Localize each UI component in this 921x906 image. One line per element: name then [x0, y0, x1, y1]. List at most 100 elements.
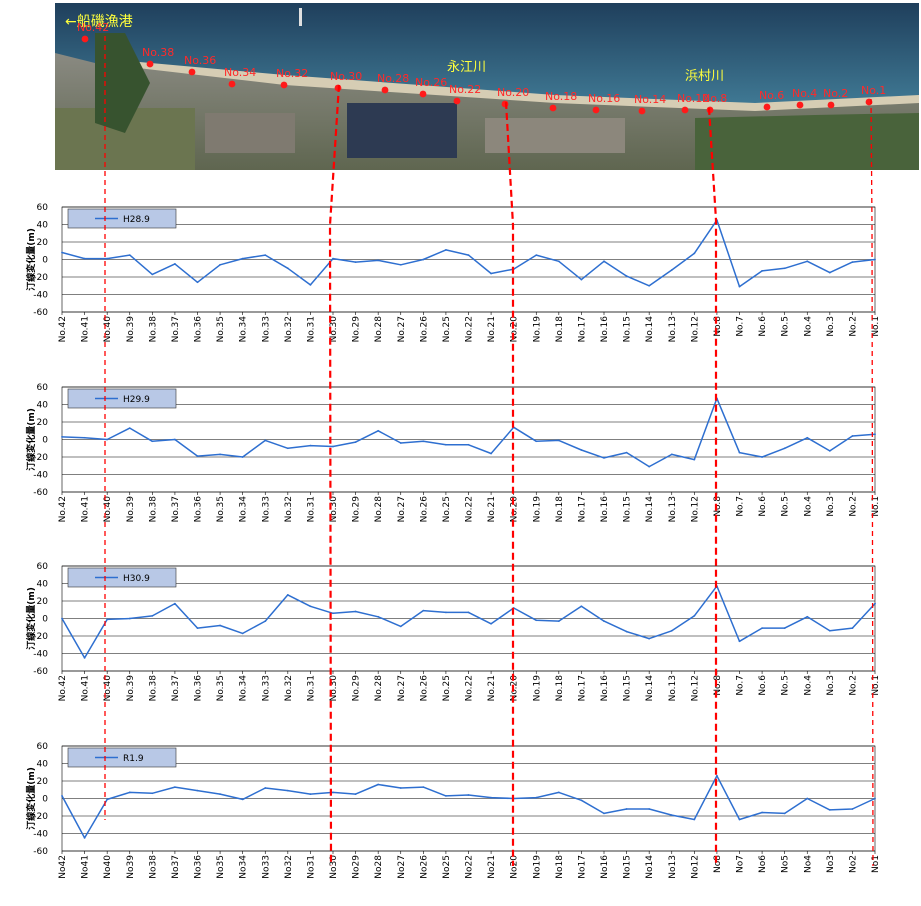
survey-point-label: No.8	[702, 92, 727, 105]
data-point	[377, 783, 380, 786]
y-tick-label: -20	[33, 273, 48, 283]
data-point	[286, 447, 289, 450]
data-point	[151, 273, 154, 276]
data-point	[445, 611, 447, 614]
data-point	[332, 445, 334, 448]
x-tick-label: No.30	[329, 316, 339, 343]
x-tick-label: No.2	[848, 496, 858, 517]
survey-point-marker	[638, 107, 646, 115]
data-point	[196, 455, 199, 458]
survey-point-label: No.38	[142, 46, 174, 59]
breakwater	[299, 8, 302, 26]
data-point	[467, 254, 470, 257]
data-point	[61, 435, 63, 438]
x-tick-label: No.29	[352, 496, 362, 523]
data-point	[580, 449, 583, 451]
y-tick-label: -60	[33, 488, 48, 498]
x-tick-label: No.17	[577, 496, 587, 522]
y-tick-label: 40	[37, 580, 49, 590]
data-point	[377, 615, 380, 618]
x-tick-label: No21	[487, 855, 497, 879]
x-tick-label: No30	[329, 855, 339, 879]
data-point	[670, 629, 673, 632]
x-tick-label: No.33	[261, 675, 271, 701]
chart-1: 60 40 20 0 -20 -40 -60 汀線変化量(m) No.42 No.41 No.40 N…	[25, 203, 881, 342]
x-tick-label: No.34	[239, 675, 249, 702]
x-tick-label: No33	[261, 855, 271, 879]
survey-point-marker	[827, 101, 835, 109]
x-tick-label: No22	[465, 855, 475, 879]
x-tick-label: No.30	[329, 496, 339, 523]
y-tick-label: 0	[42, 436, 48, 446]
y-tick-label: -20	[33, 632, 48, 642]
data-point	[557, 620, 560, 623]
data-point	[603, 456, 605, 459]
x-tick-label: No.37	[171, 675, 181, 701]
survey-point-marker	[188, 68, 196, 76]
x-tick-label: No.17	[577, 316, 587, 342]
data-point	[286, 267, 289, 270]
data-point	[557, 260, 560, 263]
survey-point-label: No.16	[588, 92, 620, 105]
x-tick-label: No.28	[374, 675, 384, 702]
data-point	[264, 620, 267, 623]
data-point	[670, 269, 673, 271]
x-tick-label: No.4	[803, 496, 813, 517]
survey-point-marker	[453, 97, 461, 105]
x-tick-label: No17	[577, 855, 587, 879]
data-point	[354, 793, 357, 796]
data-point	[716, 774, 718, 777]
x-tick-label: No.6	[758, 316, 768, 337]
data-point	[625, 275, 628, 278]
x-tick-label: No34	[239, 855, 249, 879]
data-point	[445, 794, 447, 797]
x-tick-label: No.8	[713, 316, 723, 337]
x-tick-label: No32	[284, 855, 294, 879]
x-tick-label: No.7	[736, 675, 746, 696]
data-point	[332, 612, 334, 615]
x-tick-label: No.3	[826, 675, 836, 696]
legend-box	[67, 567, 177, 588]
data-point	[783, 627, 786, 630]
x-tick-label: No.35	[216, 316, 226, 342]
data-point	[490, 272, 492, 275]
series-line-H30.9	[61, 585, 876, 659]
x-tick-label: No16	[600, 855, 610, 879]
y-tick-label: 20	[37, 597, 49, 607]
data-point	[377, 259, 380, 262]
data-point	[603, 260, 605, 263]
x-tick-label: No.34	[239, 496, 249, 523]
x-tick-label: No.31	[306, 675, 316, 701]
data-point	[309, 793, 312, 796]
data-point	[219, 793, 221, 796]
y-tick-label: -40	[33, 291, 48, 301]
data-point	[264, 254, 267, 257]
y-axis-label: 汀線変化量(m)	[25, 228, 37, 291]
survey-point-label: No.2	[823, 87, 848, 100]
x-tick-label: No.39	[126, 675, 136, 702]
data-point	[761, 456, 763, 458]
x-tick-label: No.8	[713, 675, 723, 696]
guide-line	[504, 101, 515, 866]
x-tick-label: No.22	[465, 675, 475, 701]
data-point	[151, 792, 154, 795]
data-point	[806, 260, 809, 263]
data-point	[535, 619, 538, 622]
data-point	[354, 441, 357, 444]
survey-point-label: No.12	[677, 92, 709, 105]
survey-point-label: No.34	[224, 66, 256, 79]
survey-point-marker	[592, 106, 600, 114]
data-point	[83, 257, 86, 260]
x-tick-label: No14	[645, 855, 655, 879]
survey-point-label: No.20	[497, 86, 529, 99]
x-tick-label: No.19	[532, 316, 542, 343]
x-tick-label: No6	[758, 855, 768, 873]
survey-point-label: No.18	[545, 90, 577, 103]
data-point	[399, 263, 402, 266]
x-tick-label: No.35	[216, 496, 226, 522]
x-tick-label: No.40	[103, 316, 113, 343]
x-tick-label: No.27	[397, 316, 407, 342]
x-tick-label: No37	[171, 855, 181, 879]
data-point	[354, 610, 357, 613]
